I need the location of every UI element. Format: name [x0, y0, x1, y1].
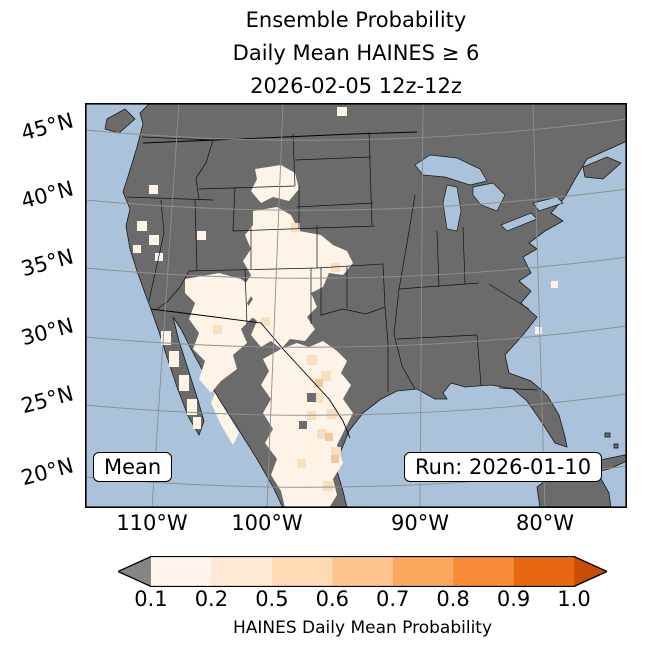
- colorbar-segment-3: [271, 556, 333, 587]
- y-tick-20n: 20°N: [18, 453, 76, 491]
- lake-ontario: [532, 196, 564, 212]
- colorbar-segment-6: [453, 556, 514, 587]
- mean-label-box: Mean: [93, 452, 173, 482]
- map-canvas: [85, 103, 627, 508]
- cbar-tick-0-8: 0.8: [436, 587, 470, 611]
- cbar-tick-1-0: 1.0: [557, 587, 591, 611]
- national-borders: [142, 131, 418, 439]
- colorbar-under-arrow: [118, 556, 151, 587]
- map-frame: [85, 103, 627, 508]
- y-tick-40n: 40°N: [18, 176, 76, 214]
- title-line-1: Ensemble Probability: [245, 8, 467, 32]
- title-line-2: Daily Mean HAINES ≥ 6: [232, 41, 480, 65]
- colorbar-segment-7: [513, 556, 574, 587]
- nova-scotia: [582, 156, 622, 180]
- colorbar-segment-1: [151, 556, 212, 587]
- state-borders: [126, 131, 538, 392]
- y-tick-35n: 35°N: [18, 244, 76, 282]
- title-line-3: 2026-02-05 12z-12z: [250, 74, 462, 98]
- lake-superior: [414, 154, 488, 186]
- x-tick-90w: 90°W: [391, 511, 449, 535]
- colorbar-canvas: [116, 555, 609, 588]
- canada-border: [142, 131, 418, 144]
- lake-michigan: [442, 184, 462, 232]
- colorbar: 0.1 0.2 0.5 0.6 0.7 0.8 0.9 1.0 HAINES D…: [116, 555, 609, 652]
- cbar-tick-0-1: 0.1: [134, 587, 168, 611]
- run-label-box: Run: 2026-01-10: [404, 452, 603, 482]
- colorbar-segment-4: [332, 556, 393, 587]
- lake-erie: [500, 212, 538, 232]
- cbar-tick-0-7: 0.7: [375, 587, 410, 611]
- vancouver-island: [104, 108, 136, 134]
- cbar-tick-0-6: 0.6: [315, 587, 349, 611]
- y-tick-25n: 25°N: [18, 381, 76, 419]
- y-tick-45n: 45°N: [18, 108, 76, 146]
- x-tick-80w: 80°W: [516, 511, 574, 535]
- colorbar-over-arrow: [574, 556, 607, 587]
- cbar-tick-0-5: 0.5: [255, 587, 289, 611]
- colorbar-segment-5: [392, 556, 454, 587]
- cbar-tick-0-9: 0.9: [496, 587, 531, 611]
- y-tick-30n: 30°N: [18, 313, 76, 351]
- colorbar-segment-2: [211, 556, 272, 587]
- map-panel: Mean Run: 2026-01-10: [85, 103, 627, 508]
- graticule: [85, 103, 627, 508]
- mexico-border: [150, 308, 351, 439]
- cbar-tick-0-2: 0.2: [194, 587, 229, 611]
- colorbar-outline: [116, 555, 609, 588]
- x-tick-100w: 100°W: [231, 511, 303, 535]
- x-tick-110w: 110°W: [116, 511, 188, 535]
- figure-title: Ensemble Probability Daily Mean HAINES ≥…: [56, 4, 656, 103]
- colorbar-label: HAINES Daily Mean Probability: [232, 618, 493, 638]
